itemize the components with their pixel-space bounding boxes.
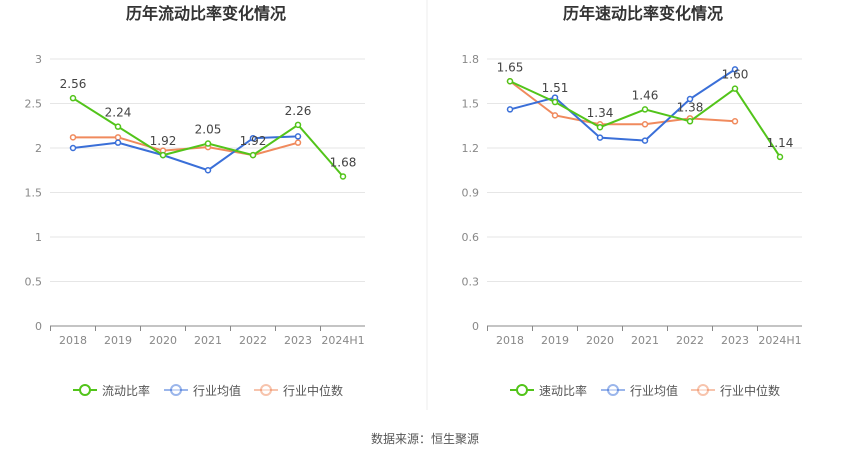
data-point: [114, 134, 122, 141]
data-label: 1.68: [330, 155, 357, 169]
data-point: [686, 95, 694, 103]
legend-marker-icon: [260, 384, 272, 396]
data-point: [294, 133, 302, 140]
x-tick-label: 2022: [239, 334, 267, 347]
chart-title: 历年速动比率变化情况: [563, 4, 723, 23]
series-line-行业均值: [72, 135, 299, 172]
x-tick-label: 2019: [541, 334, 569, 347]
legend-marker-icon: [607, 384, 619, 396]
series-line-行业中位数: [509, 80, 736, 126]
source-note: 数据来源：恒生聚源: [370, 432, 479, 446]
data-point: [506, 106, 514, 113]
data-label: 2.26: [285, 104, 312, 118]
data-point: [69, 94, 77, 102]
data-point: [776, 153, 784, 161]
data-point: [159, 151, 167, 159]
x-tick-label: 2022: [676, 334, 704, 347]
chart-title: 历年流动比率变化情况: [126, 4, 286, 23]
data-point: [641, 121, 649, 128]
x-tick-label: 2023: [284, 334, 312, 347]
data-point: [204, 140, 212, 147]
y-tick-label: 1.2: [462, 142, 480, 155]
data-label: 1.92: [240, 134, 267, 148]
y-tick-label: 0.9: [462, 187, 480, 200]
legend-item[interactable]: 行业中位数: [254, 383, 343, 398]
data-point: [339, 173, 347, 180]
data-label: 1.92: [150, 134, 177, 148]
data-point: [641, 106, 649, 113]
legend-label: 行业中位数: [283, 383, 343, 398]
y-tick-label: 0.5: [25, 276, 43, 289]
legend-label: 行业中位数: [720, 383, 780, 398]
data-label: 1.38: [677, 100, 704, 114]
data-point: [686, 118, 694, 125]
legend-label: 行业均值: [193, 383, 241, 398]
legend-marker-icon: [79, 384, 91, 396]
y-tick-label: 0: [472, 320, 479, 333]
data-point: [114, 123, 122, 130]
data-point: [69, 134, 77, 141]
legend-item[interactable]: 行业均值: [164, 383, 241, 398]
data-point: [249, 151, 257, 159]
legend-label: 行业均值: [630, 383, 678, 398]
data-point: [114, 139, 122, 146]
y-tick-label: 1.5: [25, 187, 43, 200]
x-tick-label: 2023: [721, 334, 749, 347]
data-label: 1.65: [497, 60, 524, 74]
y-tick-label: 0.6: [462, 231, 480, 244]
data-label: 1.60: [722, 68, 749, 82]
data-point: [69, 144, 77, 152]
chart-1: 历年流动比率变化情况 0 0.5 1 1.5 2 2.5 3 2018 2019 2020 2021 2…: [25, 4, 365, 398]
x-tick-label: 2021: [631, 334, 659, 347]
legend-marker-icon: [697, 384, 709, 396]
legend-item[interactable]: 速动比率: [510, 383, 587, 398]
data-label: 2.56: [60, 77, 87, 91]
data-label: 1.14: [767, 136, 794, 150]
data-label: 1.51: [542, 81, 569, 95]
legend-item[interactable]: 行业中位数: [691, 383, 780, 398]
data-point: [731, 118, 739, 125]
x-tick-label: 2024H1: [758, 334, 801, 347]
data-point: [731, 66, 739, 73]
legend-item[interactable]: 行业均值: [601, 383, 678, 398]
x-tick-label: 2018: [59, 334, 87, 347]
x-tick-label: 2019: [104, 334, 132, 347]
x-tick-label: 2024H1: [321, 334, 364, 347]
legend-label: 速动比率: [539, 383, 587, 398]
legend-item[interactable]: 流动比率: [73, 383, 150, 398]
legend-marker-icon: [170, 384, 182, 396]
data-point: [551, 98, 559, 106]
data-point: [294, 139, 302, 146]
data-label: 1.34: [587, 106, 614, 120]
data-point: [551, 112, 559, 119]
data-label: 1.46: [632, 88, 659, 102]
data-point: [249, 134, 257, 142]
y-tick-label: 1: [35, 231, 42, 244]
y-tick-label: 2.5: [25, 98, 43, 111]
y-tick-label: 2: [35, 142, 42, 155]
legend-label: 流动比率: [102, 383, 150, 398]
data-point: [641, 137, 649, 144]
y-tick-label: 1.5: [462, 98, 480, 111]
chart-2: 历年速动比率变化情况 0 0.3 0.6 0.9 1.2 1.5 1.8 2018 2019 202…: [462, 4, 802, 398]
data-point: [731, 85, 739, 92]
y-tick-label: 0.3: [462, 276, 480, 289]
data-point: [506, 78, 514, 85]
data-label: 2.05: [195, 123, 222, 137]
data-point: [596, 123, 604, 131]
data-point: [294, 121, 302, 129]
y-tick-label: 3: [35, 53, 42, 66]
data-label: 2.24: [105, 106, 132, 120]
data-point: [204, 167, 212, 174]
y-tick-label: 0: [35, 320, 42, 333]
y-tick-label: 1.8: [462, 53, 480, 66]
x-tick-label: 2020: [586, 334, 614, 347]
x-tick-label: 2021: [194, 334, 222, 347]
data-point: [596, 134, 604, 141]
x-tick-label: 2018: [496, 334, 524, 347]
x-tick-label: 2020: [149, 334, 177, 347]
legend-marker-icon: [516, 384, 528, 396]
